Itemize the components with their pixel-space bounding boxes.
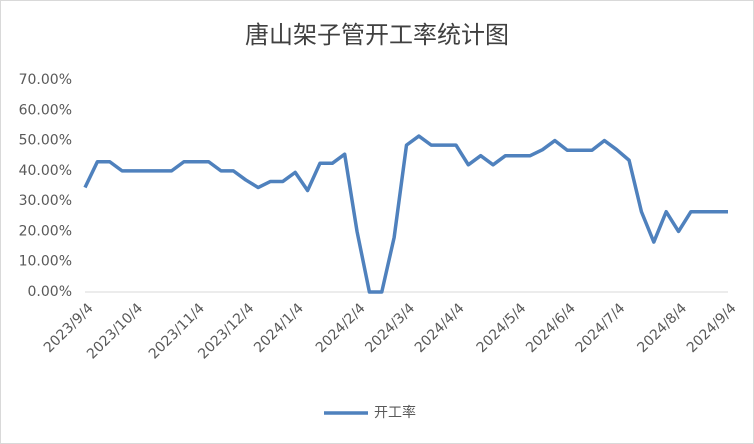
y-tick-label: 30.00% — [19, 193, 72, 209]
chart-title: 唐山架子管开工率统计图 — [245, 21, 509, 49]
y-tick-label: 10.00% — [19, 254, 72, 270]
legend-label: 开工率 — [374, 404, 416, 421]
y-tick-label: 60.00% — [19, 102, 72, 118]
y-tick-label: 70.00% — [19, 72, 72, 88]
y-tick-label: 50.00% — [19, 133, 72, 149]
y-tick-label: 20.00% — [19, 223, 72, 239]
y-tick-label: 40.00% — [19, 163, 72, 179]
data-line — [83, 134, 728, 294]
y-tick-label: 0.00% — [28, 284, 72, 300]
